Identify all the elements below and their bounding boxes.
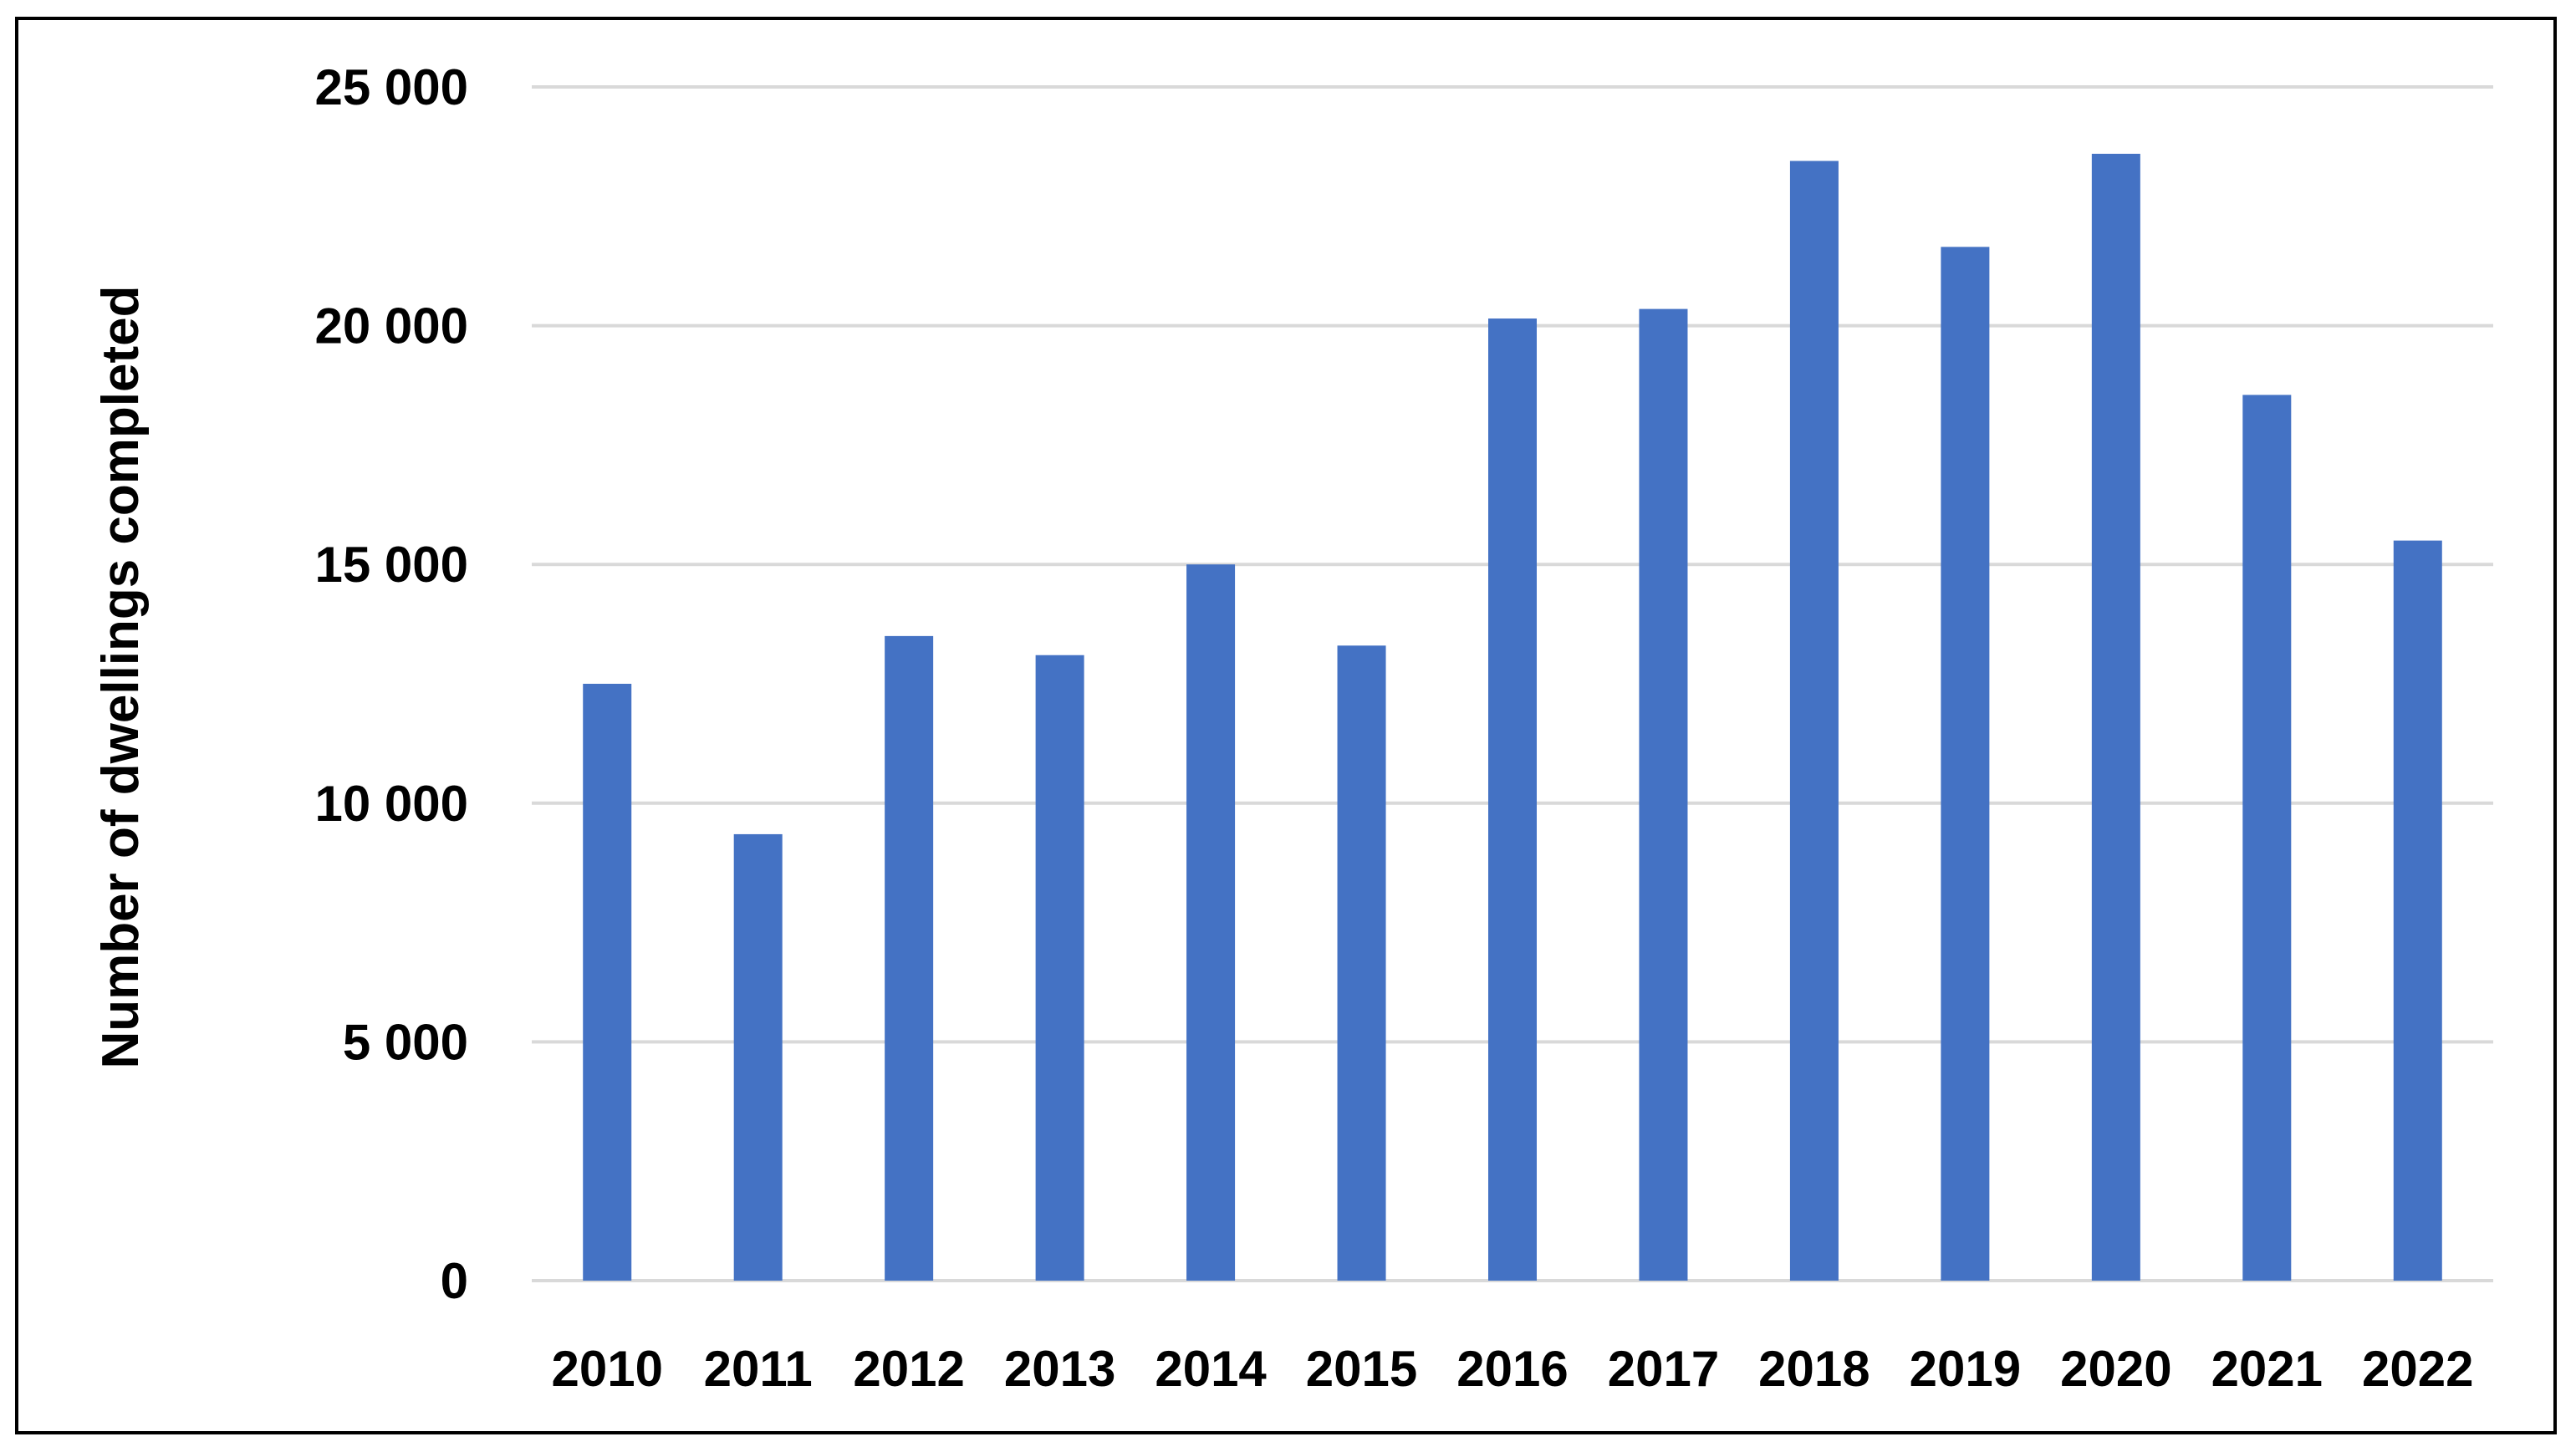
x-tick-label: 2017 bbox=[1608, 1341, 1719, 1397]
bar-2014 bbox=[1186, 564, 1236, 1281]
y-tick-label: 15 000 bbox=[314, 537, 468, 593]
x-axis-ticks: 2010 2011 2012 2013 2014 2015 2016 2017 2018 2019… bbox=[551, 1341, 2473, 1397]
y-tick-label: 10 000 bbox=[314, 776, 468, 832]
y-tick-label: 25 000 bbox=[314, 59, 468, 115]
x-tick-label: 2020 bbox=[2060, 1341, 2171, 1397]
bar-2011 bbox=[733, 833, 783, 1281]
y-axis-ticks: 0 5 000 10 000 15 000 20 000 25 000 bbox=[314, 59, 468, 1309]
x-tick-label: 2018 bbox=[1758, 1341, 1870, 1397]
x-tick-label: 2012 bbox=[853, 1341, 964, 1397]
x-tick-label: 2022 bbox=[2362, 1341, 2473, 1397]
bar-2019 bbox=[1941, 247, 1990, 1281]
x-tick-label: 2013 bbox=[1004, 1341, 1115, 1397]
y-axis-title: Number of dwellings completed bbox=[92, 286, 150, 1069]
x-tick-label: 2019 bbox=[1910, 1341, 2021, 1397]
bar-2022 bbox=[2393, 540, 2442, 1281]
x-tick-label: 2021 bbox=[2211, 1341, 2323, 1397]
x-tick-label: 2010 bbox=[551, 1341, 662, 1397]
y-tick-label: 5 000 bbox=[343, 1014, 468, 1070]
bar-2010 bbox=[583, 684, 632, 1281]
bar-2018 bbox=[1789, 160, 1839, 1281]
x-tick-label: 2016 bbox=[1456, 1341, 1568, 1397]
bar-2013 bbox=[1035, 655, 1084, 1281]
bar-2016 bbox=[1488, 318, 1537, 1281]
bar-2012 bbox=[885, 635, 934, 1281]
bar-2015 bbox=[1337, 645, 1386, 1281]
x-tick-label: 2011 bbox=[704, 1341, 813, 1397]
bar-2020 bbox=[2091, 153, 2140, 1281]
bar-2021 bbox=[2242, 395, 2292, 1281]
bars bbox=[583, 153, 2442, 1281]
y-tick-label: 20 000 bbox=[314, 298, 468, 354]
bar-2017 bbox=[1639, 308, 1688, 1281]
x-tick-label: 2015 bbox=[1306, 1341, 1417, 1397]
y-tick-label: 0 bbox=[441, 1253, 468, 1309]
x-tick-label: 2014 bbox=[1155, 1341, 1267, 1397]
